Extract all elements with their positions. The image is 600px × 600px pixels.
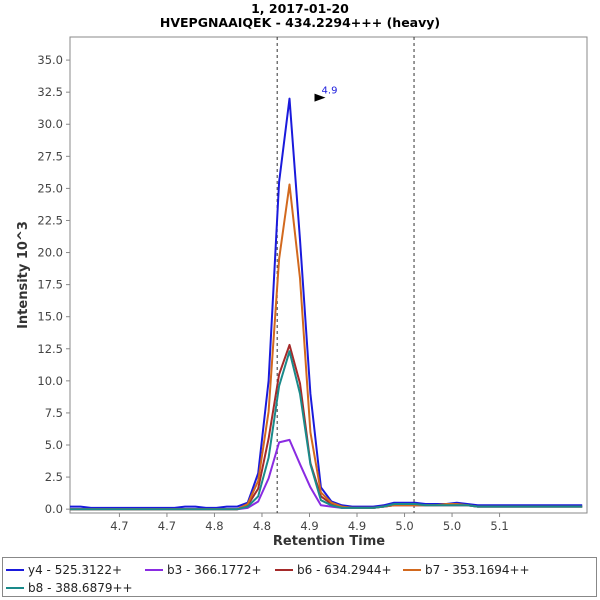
y-tick-label: 30.0 — [37, 117, 63, 131]
x-tick-label: 5.0 — [443, 519, 461, 533]
legend-label: y4 - 525.3122+ — [28, 563, 123, 577]
legend-label: b3 - 366.1772+ — [167, 563, 262, 577]
y-tick-label: 5.0 — [45, 438, 63, 452]
x-tick-label: 4.7 — [110, 519, 128, 533]
x-tick-label: 4.7 — [158, 519, 176, 533]
x-tick-label: 4.9 — [300, 519, 318, 533]
legend-swatch — [145, 569, 163, 571]
peak-boundaries — [276, 37, 415, 513]
y-tick-label: 15.0 — [37, 310, 63, 324]
legend-label: b6 - 634.2944+ — [297, 563, 392, 577]
y-axis: 0.0 2.5 5.0 7.5 10.0 12.5 15.0 17.5 20.0 22.5 25.0… — [37, 53, 70, 516]
series-line — [70, 350, 583, 511]
legend-swatch — [403, 569, 421, 571]
peak-annotation: 4.9 — [314, 86, 338, 102]
x-tick-label: 5.1 — [490, 519, 508, 533]
x-tick-label: 4.8 — [253, 519, 271, 533]
legend-label: b8 - 388.6879++ — [28, 581, 133, 595]
series-lines — [70, 97, 583, 511]
x-tick-label: 4.9 — [348, 519, 366, 533]
legend-item: b6 - 634.2944+ — [275, 563, 392, 577]
y-tick-label: 32.5 — [37, 85, 63, 99]
legend-swatch — [275, 569, 293, 571]
x-tick-label: 4.8 — [205, 519, 223, 533]
legend-item: b7 - 353.1694++ — [403, 563, 530, 577]
peak-arrow-icon — [314, 93, 326, 102]
y-axis-label: Intensity 10^3 — [16, 221, 31, 329]
y-tick-label: 2.5 — [45, 470, 63, 484]
chart-subtitle: HVEPGNAAIQEK - 434.2294+++ (heavy) — [160, 15, 440, 30]
y-tick-label: 20.0 — [37, 246, 63, 260]
peak-label: 4.9 — [322, 86, 338, 97]
y-tick-label: 22.5 — [37, 213, 63, 227]
legend-swatch — [6, 569, 24, 571]
y-tick-label: 17.5 — [37, 278, 63, 292]
y-tick-label: 0.0 — [45, 502, 63, 516]
x-axis-label: Retention Time — [273, 534, 385, 549]
legend-label: b7 - 353.1694++ — [425, 563, 530, 577]
chart-title: 1, 2017-01-20 — [251, 1, 349, 16]
y-tick-label: 35.0 — [37, 53, 63, 67]
chart-legend: y4 - 525.3122+ b3 - 366.1772+ b6 - 634.294… — [2, 557, 597, 597]
y-tick-label: 7.5 — [45, 406, 63, 420]
y-tick-label: 27.5 — [37, 149, 63, 163]
y-tick-label: 12.5 — [37, 342, 63, 356]
plot-area — [69, 36, 588, 514]
x-tick-label: 5.0 — [395, 519, 413, 533]
series-line — [70, 97, 583, 509]
legend-item: y4 - 525.3122+ — [6, 563, 122, 577]
x-axis: 4.7 4.7 4.8 4.8 4.9 4.9 5.0 5.0 5.1 — [110, 513, 509, 533]
y-tick-label: 25.0 — [37, 181, 63, 195]
legend-swatch — [6, 587, 24, 589]
legend-item: b3 - 366.1772+ — [145, 563, 262, 577]
legend-item: b8 - 388.6879++ — [6, 581, 133, 595]
y-tick-label: 10.0 — [37, 374, 63, 388]
